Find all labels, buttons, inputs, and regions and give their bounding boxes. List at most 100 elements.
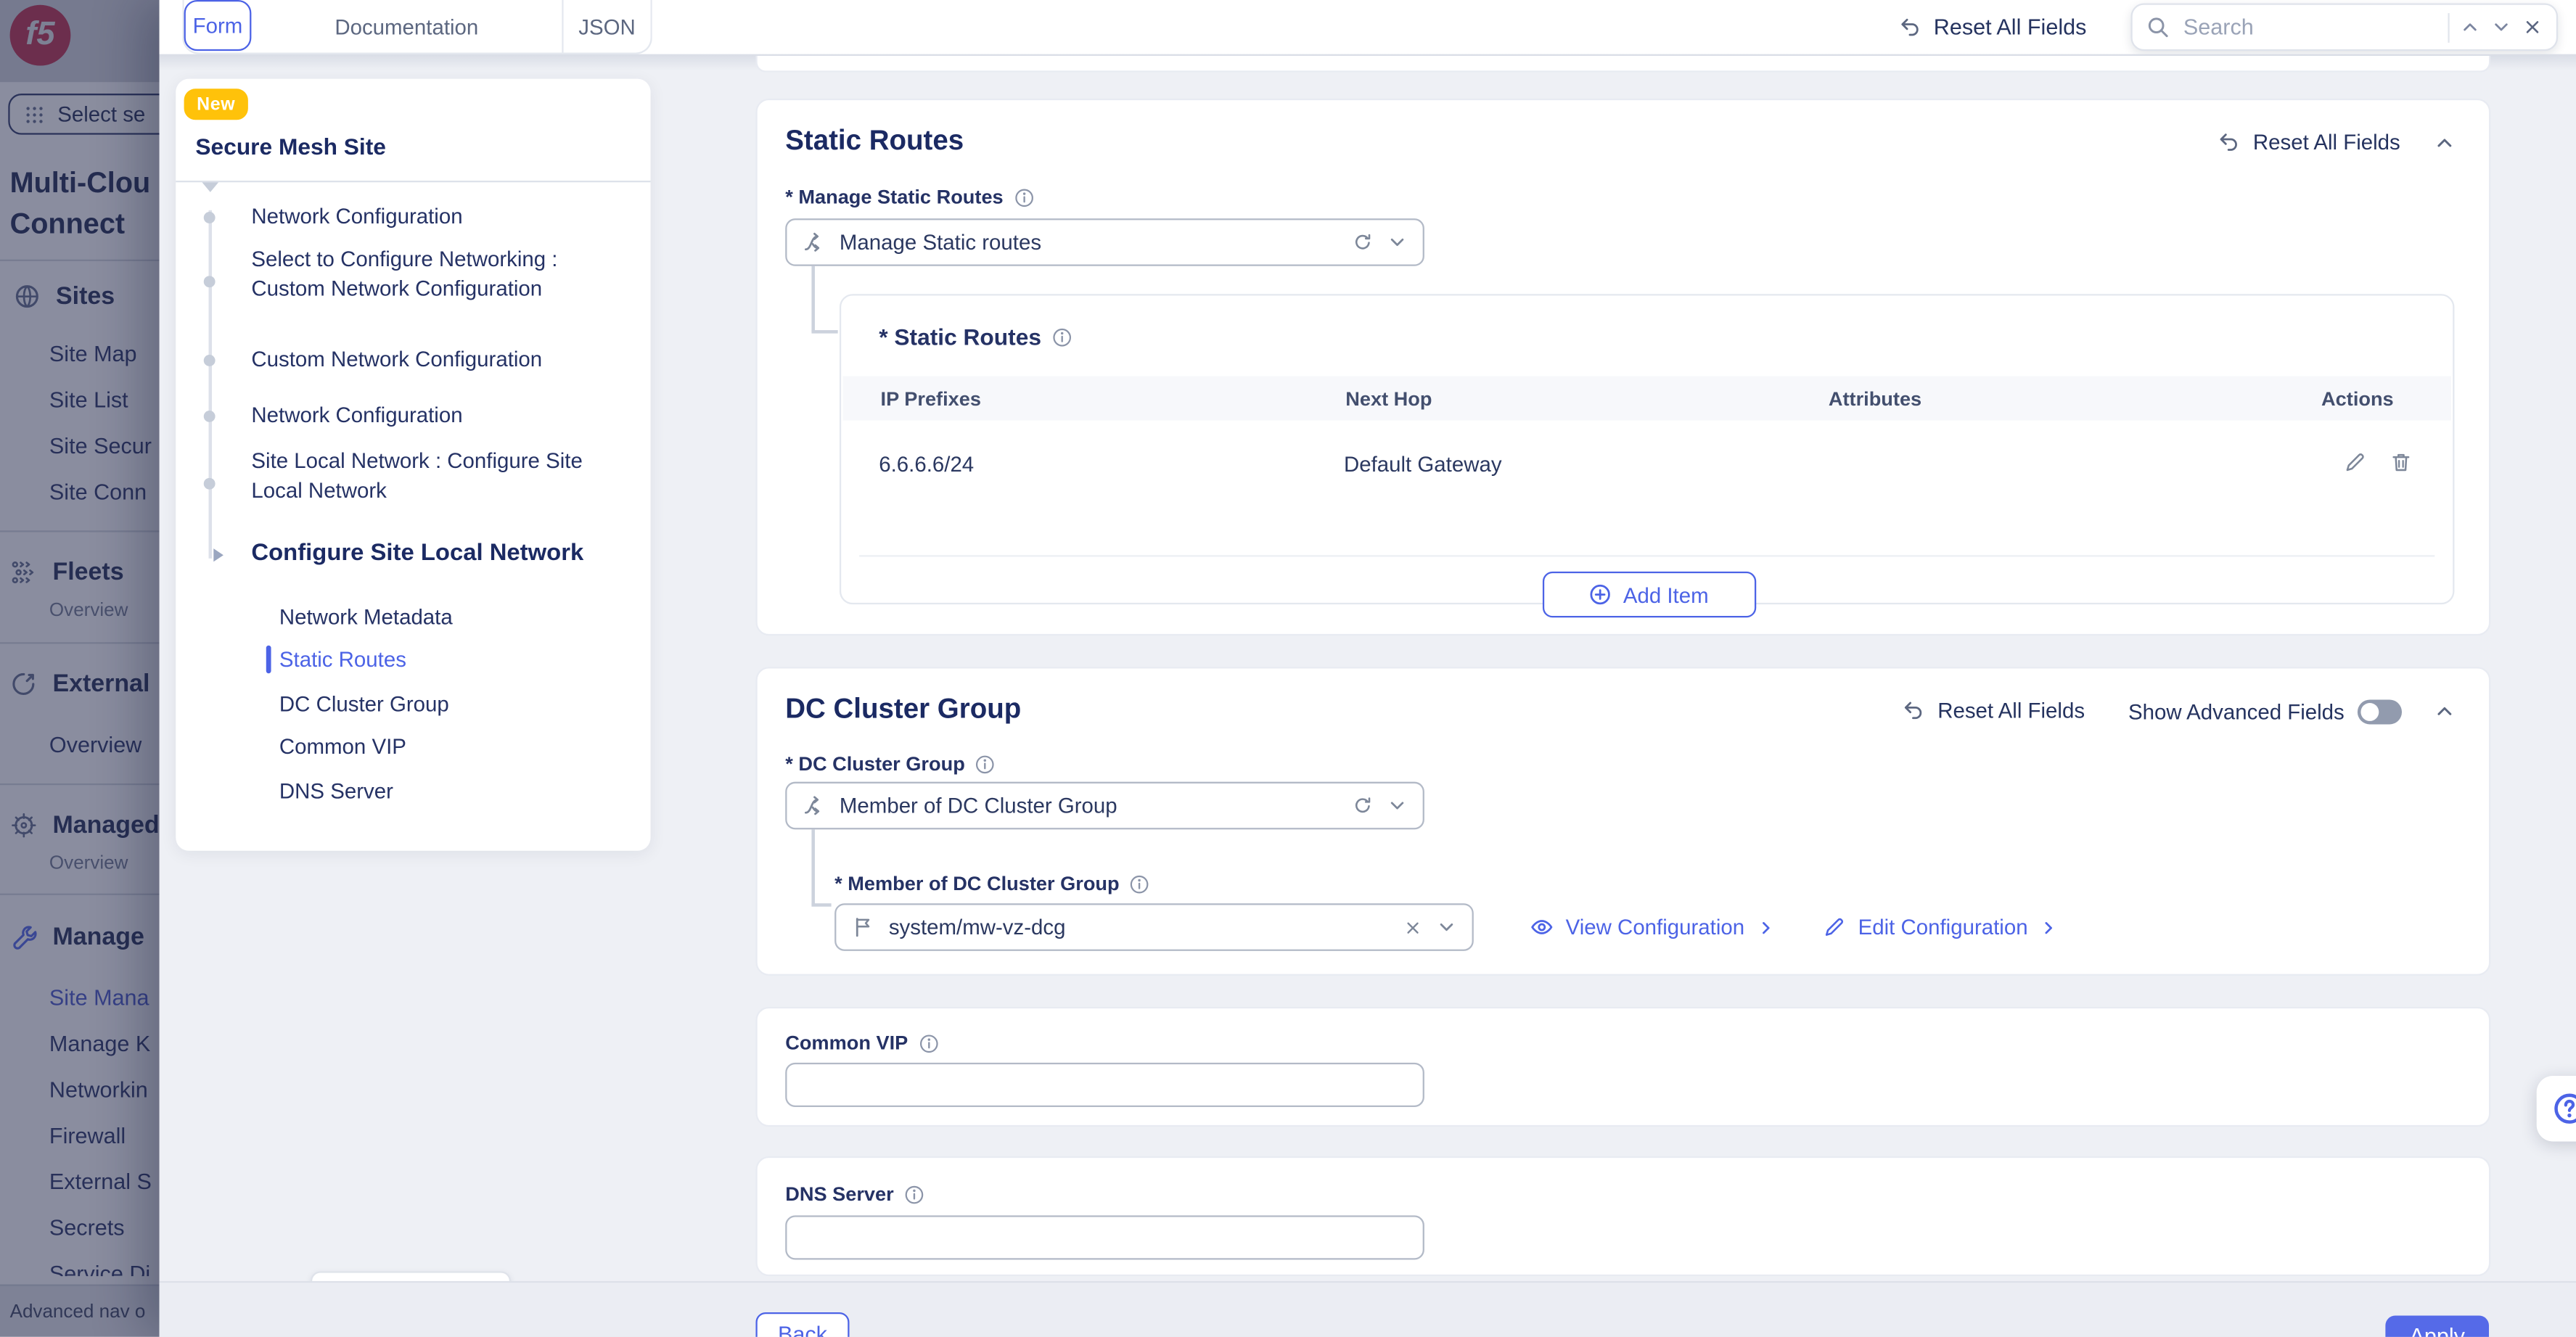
field-connector [811,903,832,906]
nav-step-select-networking[interactable]: Select to Configure Networking : Custom … [251,246,558,300]
info-icon[interactable] [1129,873,1150,894]
sidebar-group-external[interactable]: External [10,670,150,698]
sidebar-item-site-management[interactable]: Site Mana [49,985,149,1011]
view-configuration-link[interactable]: View Configuration [1530,915,1776,939]
active-substep-bar [266,645,271,674]
nav-substep-common-vip[interactable]: Common VIP [279,734,406,759]
collapse-section-icon[interactable] [2433,131,2456,155]
sidebar-item-fleets-overview[interactable]: Overview [49,601,128,621]
dns-server-input[interactable] [785,1215,1424,1260]
sidebar-item-service-discovery[interactable]: Service Di [49,1261,151,1277]
sidebar-group-managed[interactable]: Managed [10,811,160,839]
f5-logo[interactable]: f5 [9,4,71,66]
sidebar-item-secrets[interactable]: Secrets [49,1215,125,1241]
tab-documentation[interactable]: Documentation [251,0,564,53]
delete-row-icon[interactable] [2389,450,2413,474]
toggle-knob [2360,703,2379,721]
info-icon[interactable] [903,1183,924,1204]
select-service-button[interactable]: Select se [8,94,160,135]
nav-substep-dns-server[interactable]: DNS Server [279,778,393,804]
nav-step-network-configuration-2[interactable]: Network Configuration [251,402,463,427]
dc-cluster-group-select[interactable]: Member of DC Cluster Group [785,781,1424,830]
sidebar-item-site-map[interactable]: Site Map [49,341,137,366]
column-ip-prefixes: IP Prefixes [880,387,981,410]
sidebar-item-firewall[interactable]: Firewall [49,1123,126,1148]
show-advanced-fields-toggle[interactable] [2357,699,2403,725]
info-icon[interactable] [1013,186,1034,207]
advanced-nav-footer[interactable]: Advanced nav o [0,1284,160,1337]
nav-step-configure-site-local-network[interactable]: Configure Site Local Network [251,540,584,567]
reset-all-fields-dc-cluster[interactable]: Reset All Fields [1901,698,2085,723]
dns-server-label: DNS Server [785,1182,925,1206]
shield-arrow-icon [10,670,38,698]
chevron-up-icon[interactable] [2459,17,2480,38]
divider [2448,12,2450,42]
cell-ip-prefix: 6.6.6.6/24 [879,451,975,477]
divider [0,642,160,644]
nav-step-network-configuration[interactable]: Network Configuration [251,203,463,229]
edit-row-icon[interactable] [2343,450,2368,474]
step-arrow-icon [213,548,223,562]
reset-all-fields-header[interactable]: Reset All Fields [1898,0,2086,54]
info-icon[interactable] [975,753,996,774]
new-badge: New [184,89,248,120]
chevron-down-icon[interactable] [1436,916,1457,937]
nav-step-site-local-network[interactable]: Site Local Network : Configure Site Loca… [251,448,583,502]
field-connector [811,266,814,332]
divider [0,530,160,532]
previous-section-edge [755,55,2491,73]
nav-substep-static-routes[interactable]: Static Routes [279,647,406,672]
column-next-hop: Next Hop [1345,387,1432,410]
form-footer: Back Apply [159,1280,2576,1337]
help-button[interactable] [2536,1075,2576,1142]
static-routes-list-label: * Static Routes [879,324,1072,350]
manage-static-routes-select[interactable]: Manage Static routes [785,218,1424,266]
app-sidebar: f5 Select se Multi-Clou Connect Sites Si… [0,0,160,1337]
nav-step-custom-network-configuration[interactable]: Custom Network Configuration [251,346,543,371]
add-item-button[interactable]: Add Item [1541,571,1756,618]
info-icon[interactable] [1051,326,1072,347]
sidebar-item-site-list[interactable]: Site List [49,387,128,413]
sidebar-item-networking[interactable]: Networkin [49,1077,148,1103]
reference-icon [851,915,876,939]
sidebar-item-managed-overview[interactable]: Overview [49,854,128,874]
chevron-down-icon[interactable] [1387,231,1408,252]
collapse-section-icon[interactable] [2433,699,2456,723]
chevron-down-icon[interactable] [2490,17,2511,38]
sidebar-item-site-connectivity[interactable]: Site Conn [49,480,147,505]
apply-button[interactable]: Apply [2385,1315,2490,1337]
sidebar-item-external-services[interactable]: External S [49,1169,152,1194]
common-vip-label: Common VIP [785,1032,939,1055]
undo-icon [2217,130,2241,155]
divider [0,893,160,895]
sidebar-item-manage-k[interactable]: Manage K [49,1031,151,1056]
sidebar-group-manage[interactable]: Manage [10,923,144,951]
undo-icon [1901,698,1926,723]
sidebar-group-sites[interactable]: Sites [13,282,115,310]
refresh-icon[interactable] [1352,231,1373,252]
nav-substep-dc-cluster-group[interactable]: DC Cluster Group [279,691,449,717]
info-icon[interactable] [918,1032,939,1053]
member-of-dc-cluster-group-label: * Member of DC Cluster Group [834,872,1151,895]
tab-form[interactable]: Form [184,0,252,52]
search-input[interactable] [2180,13,2438,41]
wheel-icon [10,811,38,839]
back-button[interactable]: Back [755,1312,850,1337]
chevron-down-icon[interactable] [1387,795,1408,816]
reset-all-fields-static-routes[interactable]: Reset All Fields [2217,130,2400,155]
manage-static-routes-label: * Manage Static Routes [785,186,1034,209]
close-icon[interactable] [2522,17,2543,38]
sidebar-title: Multi-Clou Connect [9,165,151,240]
common-vip-input[interactable] [785,1062,1424,1107]
sidebar-item-external-overview[interactable]: Overview [49,732,142,757]
clear-icon[interactable] [1403,917,1422,937]
tab-json[interactable]: JSON [578,14,636,39]
sidebar-group-fleets[interactable]: Fleets [10,559,124,586]
refresh-icon[interactable] [1352,795,1373,816]
member-of-dc-cluster-group-select[interactable]: system/mw-vz-dcg [834,903,1474,951]
eye-icon [1530,915,1554,939]
sidebar-item-site-security[interactable]: Site Secur [49,433,152,458]
form-drawer: Form Documentation JSON Reset All Fields [159,0,2576,1337]
nav-substep-network-metadata[interactable]: Network Metadata [279,604,453,630]
edit-configuration-link[interactable]: Edit Configuration [1822,915,2059,939]
